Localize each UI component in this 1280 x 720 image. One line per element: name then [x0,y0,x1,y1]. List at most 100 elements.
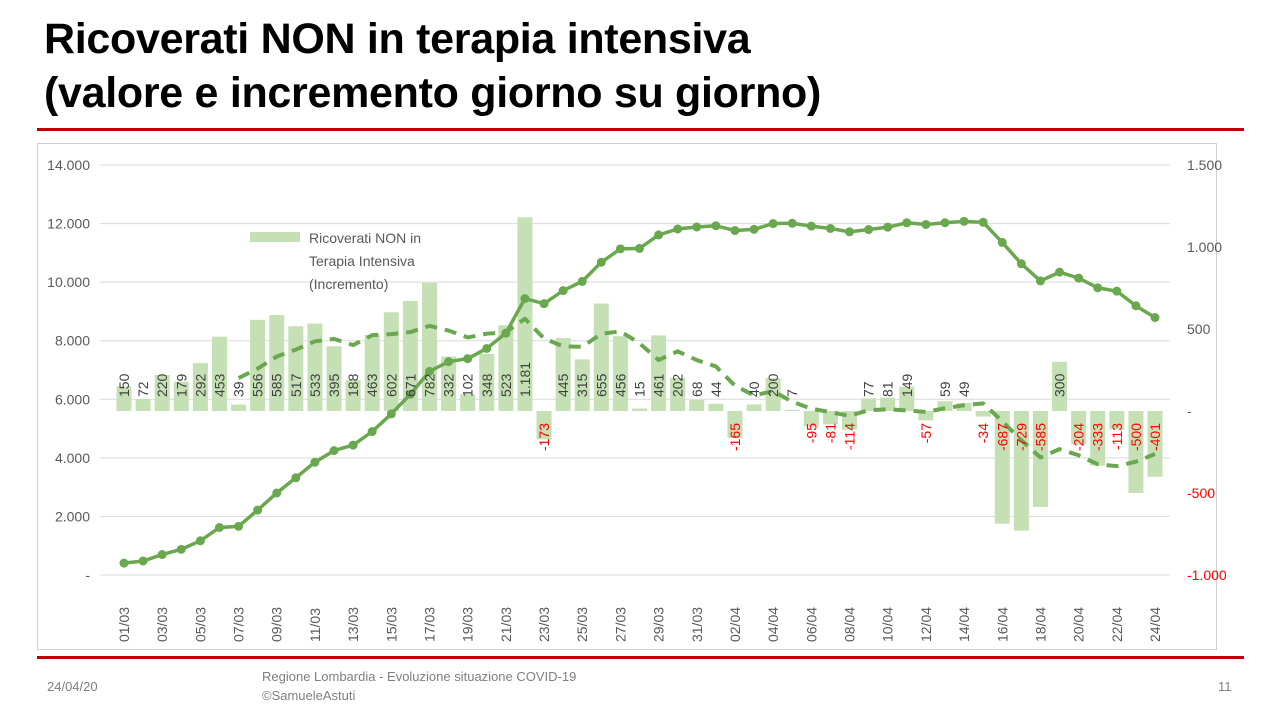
increment-bar [612,336,628,411]
left-axis-tick-label: 12.000 [47,216,90,232]
increment-bar [192,363,208,411]
left-axis-tick-label: 10.000 [47,274,90,290]
cumulative-point [921,219,931,229]
bar-data-label: -333 [1090,423,1106,451]
x-axis-tick-label: 17/03 [421,607,437,642]
cumulative-point [787,218,797,228]
x-axis-tick-label: 16/04 [994,607,1010,642]
cumulative-point [539,299,549,309]
bar-data-label: 188 [345,373,361,397]
increment-bar [765,378,781,411]
bar-data-label: 39 [231,381,247,397]
x-axis-tick-label: 24/04 [1147,607,1163,642]
bar-data-label: 220 [154,373,170,397]
increment-bar [250,319,266,411]
cumulative-point [845,227,855,237]
x-axis-tick-label: 04/04 [765,607,781,642]
bar-data-label: -165 [727,423,743,451]
increment-bar [746,404,762,411]
increment-bar [918,411,934,421]
increment-bar [822,411,838,425]
increment-bar [536,411,552,440]
bar-data-label: 332 [441,373,457,397]
x-axis-tick-label: 05/03 [192,607,208,642]
cumulative-point [157,550,167,560]
bar-data-label: 77 [861,381,877,397]
bar-data-label: 200 [765,373,781,397]
bar-data-label: 782 [421,373,437,397]
bar-data-label: 456 [612,373,628,397]
title-line-2: (valore e incremento giorno su giorno) [44,69,822,117]
increment-bar [154,374,170,411]
left-axis-tick-label: 14.000 [47,157,90,173]
bar-data-label: -57 [918,423,934,443]
x-axis-tick-label: 11/03 [307,608,323,642]
legend-line-2: Terapia Intensiva [309,253,415,269]
bar-data-label: 44 [708,381,724,397]
bar-data-label: 602 [383,373,399,397]
bar-data-label: 523 [498,373,514,397]
cumulative-point [253,505,263,515]
cumulative-point [749,224,759,234]
cumulative-point [405,389,415,399]
cumulative-point [234,521,244,531]
footer-author: ©SamueleAstuti [262,688,356,703]
increment-bar [1071,411,1087,445]
increment-bar [211,336,227,411]
x-axis-tick-label: 02/04 [727,607,743,642]
cumulative-point [940,218,950,228]
bar-data-label: 49 [956,381,972,397]
increment-bar [574,359,590,411]
bar-data-label: 517 [288,373,304,397]
x-axis-tick-label: 29/03 [651,607,667,642]
increment-bar [593,303,609,411]
x-axis-tick-label: 20/04 [1071,607,1087,642]
cumulative-point [1055,267,1065,277]
increment-bar [1090,411,1106,466]
cumulative-point [883,222,893,232]
cumulative-point [367,427,377,437]
increment-bar [1109,411,1125,430]
bar-data-label: -113 [1109,423,1125,450]
bar-data-label: 202 [670,373,686,397]
increment-bar [402,300,418,411]
bar-data-label: 533 [307,373,323,397]
bar-data-label: 395 [326,373,342,397]
increment-bar [421,282,437,411]
increment-bar [383,312,399,411]
cumulative-point [1093,283,1103,293]
left-axis-tick-label: 8.000 [55,333,90,349]
x-axis-tick-label: 01/03 [116,607,132,642]
cumulative-point [424,366,434,376]
increment-bar [651,335,667,411]
cumulative-point [348,440,358,450]
cumulative-point [806,221,816,231]
bar-data-label: 68 [689,381,705,397]
increment-bar [460,394,476,411]
x-axis-tick-label: 18/04 [1032,607,1048,642]
cumulative-point [902,218,912,228]
x-axis-tick-label: 25/03 [574,607,590,642]
bar-data-label: -585 [1032,423,1048,451]
bar-data-label: 463 [364,373,380,397]
increment-bar [784,409,800,411]
cumulative-point [692,222,702,232]
cumulative-point [1131,301,1141,311]
increment-bar [116,386,132,411]
left-axis-tick-label: 4.000 [55,450,90,466]
bar-data-label: 40 [746,381,762,397]
cumulative-point [520,294,530,304]
increment-bar [479,353,495,411]
increment-bar [135,399,151,411]
x-axis-tick-label: 31/03 [689,607,705,642]
increment-bar [173,381,189,411]
cumulative-point [482,343,492,353]
cumulative-point [596,257,606,267]
cumulative-point [615,244,625,254]
x-axis-tick-label: 06/04 [803,607,819,642]
bar-data-label: 72 [135,381,151,397]
legend: Ricoverati NON in Terapia Intensiva (Inc… [250,230,421,292]
increment-bar [288,326,304,411]
cumulative-point [444,357,454,367]
